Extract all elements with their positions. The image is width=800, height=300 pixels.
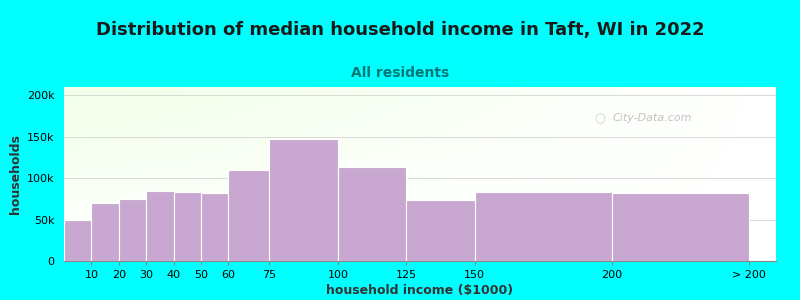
Bar: [174, 192, 201, 261]
Bar: [474, 192, 612, 261]
Bar: [201, 193, 228, 261]
Bar: [612, 193, 749, 261]
Bar: [270, 139, 338, 261]
Y-axis label: households: households: [10, 134, 22, 214]
Text: Distribution of median household income in Taft, WI in 2022: Distribution of median household income …: [96, 21, 704, 39]
Bar: [338, 167, 406, 261]
Bar: [228, 170, 270, 261]
Bar: [406, 200, 474, 261]
Bar: [146, 190, 174, 261]
Bar: [91, 203, 118, 261]
Bar: [118, 199, 146, 261]
Text: ○: ○: [594, 112, 606, 125]
Bar: [64, 220, 91, 261]
Text: All residents: All residents: [351, 66, 449, 80]
Text: City-Data.com: City-Data.com: [612, 113, 692, 123]
X-axis label: household income ($1000): household income ($1000): [326, 284, 514, 297]
